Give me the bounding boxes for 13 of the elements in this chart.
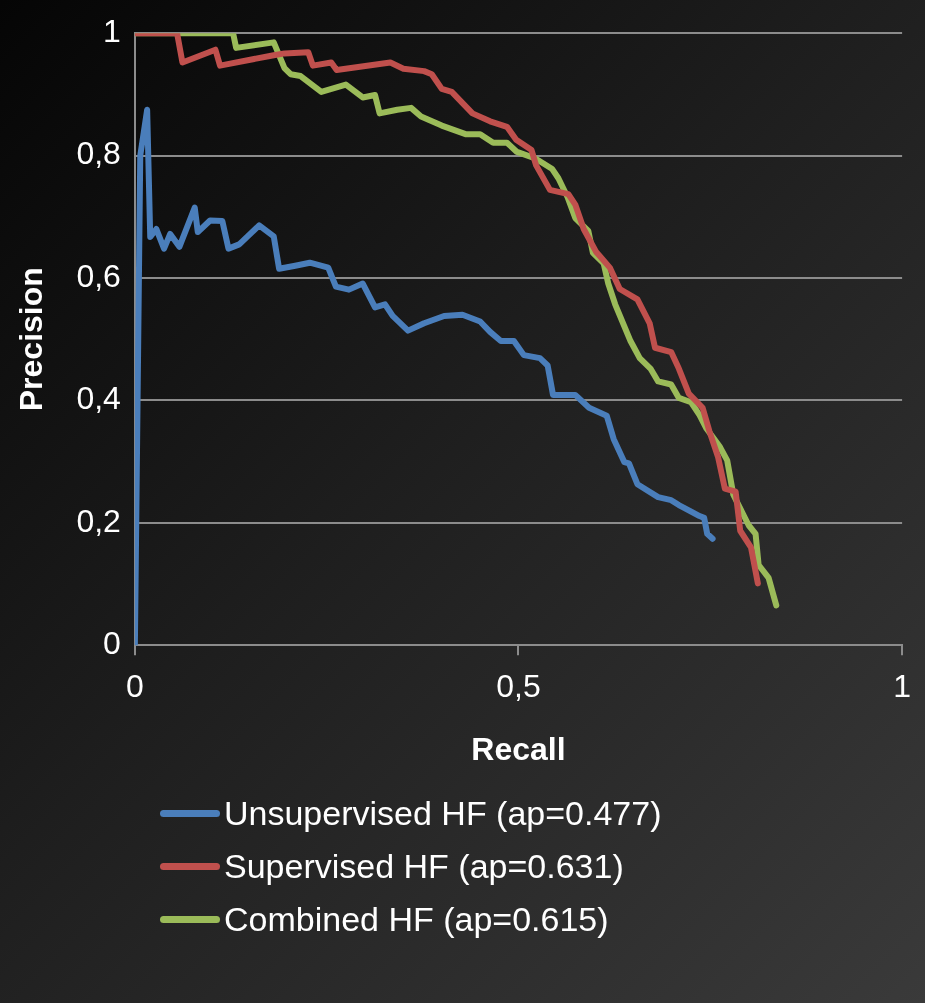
y-axis-title: Precision: [13, 267, 50, 412]
y-tick-label: 0,2: [76, 502, 121, 539]
x-tick-label: 0,5: [496, 668, 541, 705]
legend-label: Supervised HF (ap=0.631): [224, 847, 624, 886]
y-tick-label: 0: [103, 625, 121, 662]
x-tick-label: 1: [893, 668, 911, 705]
legend-label: Unsupervised HF (ap=0.477): [224, 794, 662, 833]
legend-label: Combined HF (ap=0.615): [224, 900, 609, 939]
y-tick-label: 0,8: [76, 135, 121, 172]
y-tick-label: 0,6: [76, 257, 121, 294]
y-tick-label: 1: [103, 13, 121, 50]
y-tick-label: 0,4: [76, 380, 121, 417]
x-axis-title: Recall: [471, 730, 566, 767]
